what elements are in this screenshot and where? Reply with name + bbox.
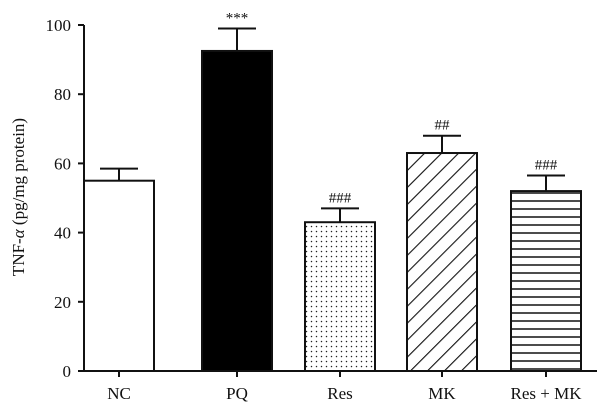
y-ticks: 0 20 40 60 80 100: [46, 16, 84, 381]
x-ticks: NC PQ Res MK Res + MK: [107, 371, 582, 403]
significance-label: ###: [329, 190, 352, 206]
y-axis: 0 20 40 60 80 100: [46, 16, 85, 381]
y-tick-label: 20: [54, 293, 71, 312]
significance-label: ##: [435, 118, 451, 134]
bar: [510, 190, 582, 372]
x-tick-label: NC: [107, 384, 131, 403]
x-tick-label: MK: [428, 384, 456, 403]
y-tick-label: 80: [54, 85, 71, 104]
bar: [304, 221, 376, 372]
y-tick-label: 0: [63, 362, 72, 381]
bars: ***########: [83, 10, 582, 372]
bar: [83, 179, 155, 372]
x-axis: NC PQ Res MK Res + MK: [84, 370, 597, 403]
y-axis-title: TNF-α (pg/mg protein): [9, 118, 28, 276]
x-tick-label: Res: [327, 384, 353, 403]
y-tick-label: 100: [46, 16, 72, 35]
bar: [201, 49, 273, 372]
significance-label: ###: [535, 158, 558, 174]
bar: [406, 152, 478, 372]
significance-label: ***: [226, 10, 249, 26]
y-tick-label: 60: [54, 154, 71, 173]
x-tick-label: Res + MK: [511, 384, 583, 403]
x-tick-label: PQ: [226, 384, 248, 403]
y-tick-label: 40: [54, 224, 71, 243]
